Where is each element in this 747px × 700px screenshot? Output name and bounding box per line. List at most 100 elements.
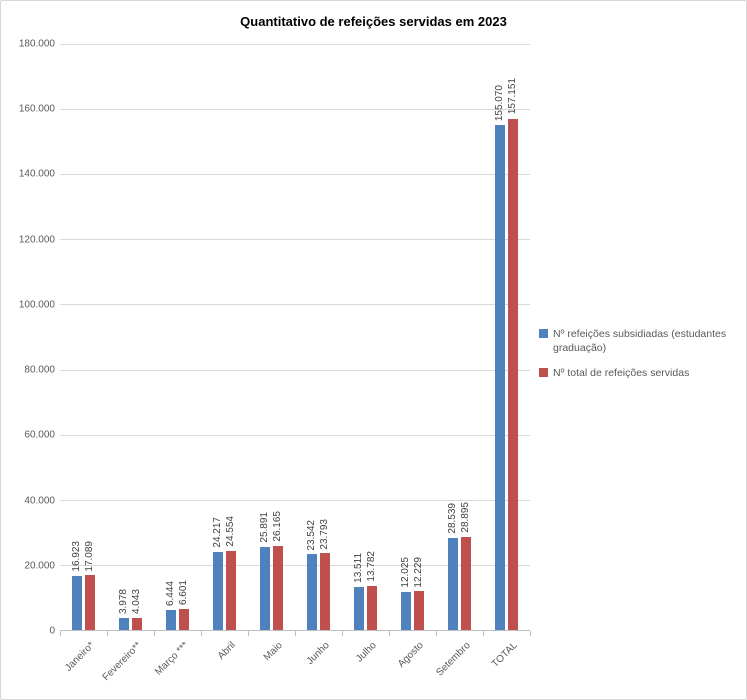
gridline xyxy=(60,43,530,45)
bar-value-label: 4.043 xyxy=(131,588,142,614)
gridline xyxy=(60,239,530,241)
legend-label-series2: Nº total de refeições servidas xyxy=(553,367,690,380)
bar-series1 xyxy=(213,552,223,631)
x-axis-label: Janeiro* xyxy=(62,640,97,674)
bar-group: 23.542 23.793 xyxy=(295,44,342,631)
bar-value-label: 157.151 xyxy=(507,78,518,115)
y-axis-label: 0 xyxy=(49,625,55,637)
gridline xyxy=(60,434,530,436)
x-axis-tick xyxy=(107,631,108,636)
bar-series1 xyxy=(448,537,458,631)
bar-value-label: 24.217 xyxy=(212,517,223,549)
x-axis-label: Junho xyxy=(304,640,332,668)
x-axis-tick xyxy=(483,631,484,636)
x-axis-line xyxy=(60,630,530,631)
bar-series1 xyxy=(260,546,270,631)
bar-value-label: 155.070 xyxy=(494,85,505,122)
x-axis-label: Fevereiro** xyxy=(100,640,144,684)
x-axis-label: Março *** xyxy=(152,640,191,678)
bar-value-label: 23.542 xyxy=(306,519,317,551)
bar-series2 xyxy=(367,586,377,631)
x-axis-tick xyxy=(154,631,155,636)
bar-value-label: 13.782 xyxy=(366,551,377,583)
bar-group: 155.070 157.151 xyxy=(483,44,530,631)
x-axis-tick xyxy=(342,631,343,636)
x-axis-tick xyxy=(389,631,390,636)
bar-series2 xyxy=(132,617,142,631)
bar-value-label: 17.089 xyxy=(84,540,95,572)
bar-group: 13.511 13.782 xyxy=(342,44,389,631)
legend-label-series1: Nº refeições subsidiadas (estudantes gra… xyxy=(553,328,727,355)
bar-group: 24.217 24.554 xyxy=(201,44,248,631)
x-axis-tick xyxy=(295,631,296,636)
gridline xyxy=(60,108,530,110)
bar-group: 25.891 26.165 xyxy=(248,44,295,631)
y-axis-label: 160.000 xyxy=(18,103,55,115)
x-axis-tick xyxy=(436,631,437,636)
bar-series1 xyxy=(72,575,82,631)
bar-value-label: 3.978 xyxy=(118,589,129,615)
x-axis-tick xyxy=(530,631,531,636)
x-axis-tick xyxy=(201,631,202,636)
bar-group: 28.539 28.895 xyxy=(436,44,483,631)
bar-series1 xyxy=(354,586,364,631)
bar-value-label: 6.601 xyxy=(178,580,189,606)
y-axis-label: 180.000 xyxy=(18,38,55,50)
gridline xyxy=(60,369,530,371)
bar-group: 12.025 12.229 xyxy=(389,44,436,631)
legend-swatch-series2-icon xyxy=(539,368,548,378)
gridline xyxy=(60,565,530,567)
bar-series2 xyxy=(461,536,471,631)
bar-value-label: 28.895 xyxy=(460,502,471,533)
bar-group: 3.978 4.043 xyxy=(107,44,154,631)
y-axis-label: 80.000 xyxy=(24,364,55,376)
x-axis-label: Julho xyxy=(353,640,379,665)
bar-series1 xyxy=(166,610,176,631)
chart-title: Quantitativo de refeições servidas em 20… xyxy=(240,14,507,29)
bar-series2 xyxy=(85,575,95,631)
x-axis-label: Maio xyxy=(261,640,285,664)
bar-series1 xyxy=(401,591,411,631)
gridline xyxy=(60,304,530,306)
bar-group: 16.923 17.089 xyxy=(60,44,107,631)
y-axis-label: 40.000 xyxy=(24,495,55,507)
x-axis-tick xyxy=(248,631,249,636)
bar-value-label: 12.229 xyxy=(413,556,424,588)
bar-series2 xyxy=(320,553,330,631)
bar-value-label: 13.511 xyxy=(353,553,364,583)
y-axis-label: 120.000 xyxy=(18,234,55,246)
gridline xyxy=(60,173,530,175)
bar-value-label: 12.025 xyxy=(400,557,411,588)
legend: Nº refeições subsidiadas (estudantes gra… xyxy=(539,327,743,381)
bar-series1 xyxy=(119,618,129,631)
legend-swatch-series1-icon xyxy=(539,329,548,338)
bar-value-label: 23.793 xyxy=(319,518,330,550)
bar-series2 xyxy=(226,550,236,631)
gridline xyxy=(60,500,530,502)
x-axis-label: Agosto xyxy=(395,640,426,670)
y-axis-label: 140.000 xyxy=(18,168,55,180)
x-axis-tick xyxy=(60,631,61,636)
x-axis-label: TOTAL xyxy=(489,640,520,670)
bar-value-label: 26.165 xyxy=(272,511,283,542)
bar-series2 xyxy=(179,609,189,631)
bar-value-label: 25.891 xyxy=(259,511,270,543)
bar-value-label: 16.923 xyxy=(71,541,82,572)
y-axis-label: 100.000 xyxy=(18,299,55,311)
x-axis-label: Setembro xyxy=(433,640,473,679)
legend-item-series1: Nº refeições subsidiadas (estudantes gra… xyxy=(539,327,743,355)
bar-series2 xyxy=(508,118,518,631)
y-axis-label: 20.000 xyxy=(24,560,55,572)
legend-item-series2: Nº total de refeições servidas xyxy=(539,366,743,380)
bar-value-label: 24.554 xyxy=(225,516,236,547)
bar-series2 xyxy=(414,591,424,631)
bar-value-label: 6.444 xyxy=(165,580,176,606)
bar-group: 6.444 6.601 xyxy=(154,44,201,631)
bar-series1 xyxy=(307,554,317,631)
bar-value-label: 28.539 xyxy=(447,503,458,534)
y-axis-label: 60.000 xyxy=(24,429,55,441)
x-axis-label: Abril xyxy=(215,640,238,662)
plot-area: 16.923 17.089 3.978 4.043 6.444 6.601 24.217 24… xyxy=(60,43,530,631)
bar-series2 xyxy=(273,545,283,631)
